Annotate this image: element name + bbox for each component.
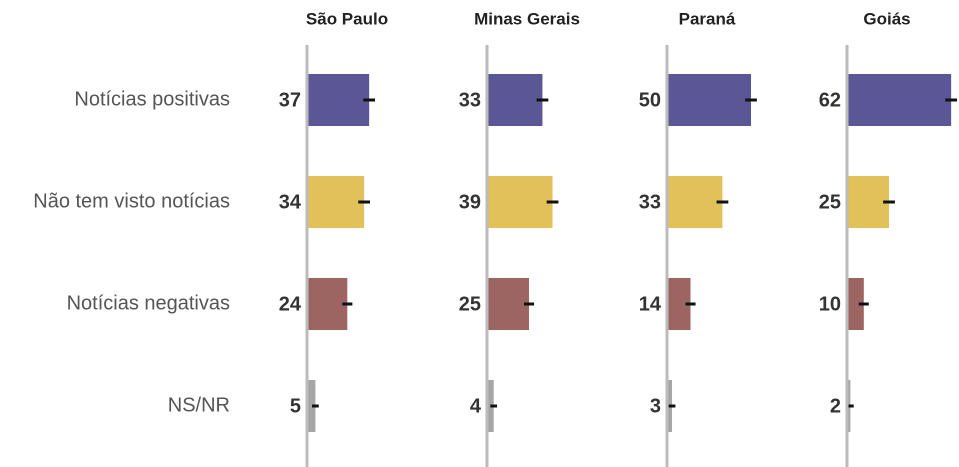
bar bbox=[307, 176, 365, 228]
value-label: 2 bbox=[830, 395, 841, 417]
category-label: NS/NR bbox=[168, 394, 230, 416]
value-label: 34 bbox=[279, 191, 302, 213]
value-label: 3 bbox=[650, 395, 661, 417]
value-label: 37 bbox=[279, 89, 301, 111]
bar bbox=[667, 74, 751, 126]
bar bbox=[487, 278, 529, 330]
value-label: 62 bbox=[819, 89, 841, 111]
bar bbox=[307, 380, 316, 432]
bar bbox=[307, 74, 370, 126]
bar bbox=[847, 74, 952, 126]
value-label: 10 bbox=[819, 293, 841, 315]
value-label: 25 bbox=[459, 293, 481, 315]
bar bbox=[667, 278, 691, 330]
panel-title: São Paulo bbox=[306, 9, 388, 28]
panel-title: Minas Gerais bbox=[474, 9, 580, 28]
value-label: 33 bbox=[459, 89, 481, 111]
value-label: 25 bbox=[819, 191, 841, 213]
panel-title: Goiás bbox=[863, 9, 910, 28]
value-label: 33 bbox=[639, 191, 661, 213]
value-label: 5 bbox=[290, 395, 301, 417]
bar bbox=[847, 278, 864, 330]
value-label: 39 bbox=[459, 191, 481, 213]
bar bbox=[667, 176, 723, 228]
value-label: 14 bbox=[639, 293, 662, 315]
value-label: 4 bbox=[470, 395, 482, 417]
value-label: 24 bbox=[279, 293, 302, 315]
bar bbox=[847, 176, 889, 228]
bar bbox=[307, 278, 348, 330]
panel-title: Paraná bbox=[679, 9, 736, 28]
category-label: Não tem visto notícias bbox=[33, 190, 230, 212]
category-label: Notícias negativas bbox=[67, 292, 230, 314]
bar bbox=[487, 176, 553, 228]
bar bbox=[487, 74, 543, 126]
value-label: 50 bbox=[639, 89, 661, 111]
category-label: Notícias positivas bbox=[74, 88, 230, 110]
